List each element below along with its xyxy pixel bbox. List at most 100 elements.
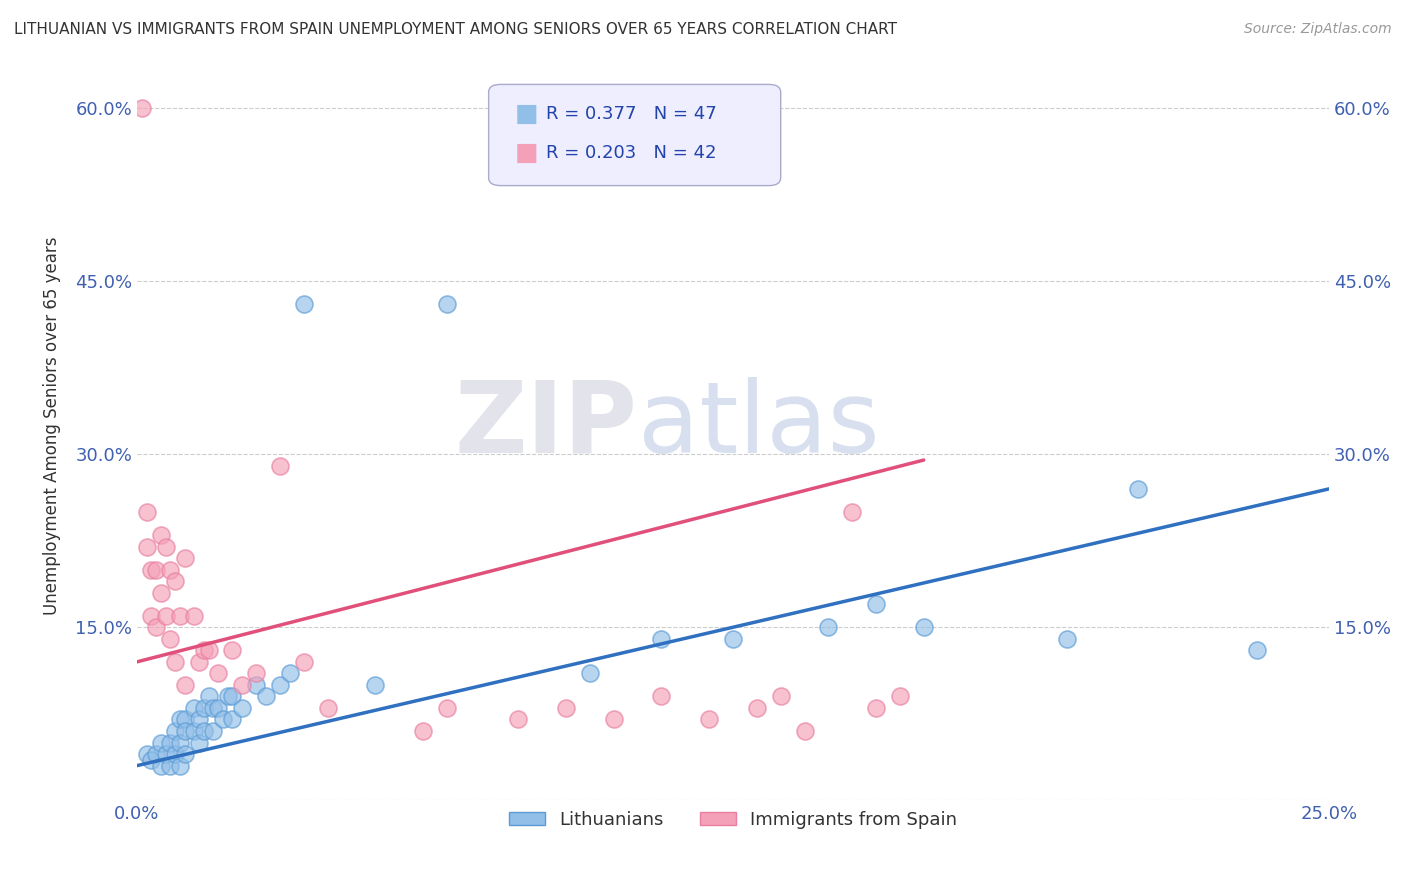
Point xyxy=(221,713,243,727)
Text: ■: ■ xyxy=(515,141,538,165)
Point xyxy=(793,724,815,739)
Point xyxy=(269,678,291,692)
Point xyxy=(165,724,187,739)
Text: LITHUANIAN VS IMMIGRANTS FROM SPAIN UNEMPLOYMENT AMONG SENIORS OVER 65 YEARS COR: LITHUANIAN VS IMMIGRANTS FROM SPAIN UNEM… xyxy=(14,22,897,37)
Point xyxy=(173,713,195,727)
Point xyxy=(197,643,219,657)
Point xyxy=(364,678,387,692)
Text: ■: ■ xyxy=(515,103,538,127)
Point xyxy=(173,551,195,566)
Point xyxy=(221,690,243,704)
Point xyxy=(245,678,267,692)
Point xyxy=(202,724,225,739)
Point xyxy=(841,505,863,519)
Legend: Lithuanians, Immigrants from Spain: Lithuanians, Immigrants from Spain xyxy=(502,804,965,836)
Point xyxy=(292,297,315,311)
FancyBboxPatch shape xyxy=(489,85,780,186)
Point xyxy=(165,655,187,669)
Text: atlas: atlas xyxy=(638,377,879,474)
Text: R = 0.377   N = 47: R = 0.377 N = 47 xyxy=(546,105,717,123)
Point xyxy=(155,608,177,623)
Point xyxy=(135,505,157,519)
Point xyxy=(316,701,339,715)
Point xyxy=(697,713,720,727)
Point xyxy=(721,632,744,646)
Point xyxy=(149,585,172,599)
Point xyxy=(555,701,578,715)
Point xyxy=(193,724,215,739)
Point xyxy=(1128,482,1150,496)
Point xyxy=(183,701,205,715)
Point xyxy=(769,690,792,704)
Point xyxy=(650,690,672,704)
Point xyxy=(169,608,191,623)
Point xyxy=(159,735,181,749)
Point xyxy=(159,758,181,772)
Point xyxy=(141,608,163,623)
Point xyxy=(169,735,191,749)
Point xyxy=(145,620,167,634)
Point xyxy=(141,753,163,767)
Point xyxy=(173,747,195,761)
Point xyxy=(149,758,172,772)
Point xyxy=(889,690,911,704)
Point xyxy=(149,528,172,542)
Point xyxy=(131,101,153,115)
Point xyxy=(1056,632,1078,646)
Point xyxy=(207,701,229,715)
Point xyxy=(292,655,315,669)
Point xyxy=(202,701,225,715)
Point xyxy=(169,713,191,727)
Point xyxy=(141,563,163,577)
Point xyxy=(165,574,187,588)
Text: R = 0.203   N = 42: R = 0.203 N = 42 xyxy=(546,145,717,162)
Point xyxy=(155,747,177,761)
Point xyxy=(188,735,211,749)
Point xyxy=(245,666,267,681)
Point xyxy=(650,632,672,646)
Point xyxy=(159,563,181,577)
Y-axis label: Unemployment Among Seniors over 65 years: Unemployment Among Seniors over 65 years xyxy=(44,236,60,615)
Point xyxy=(155,540,177,554)
Point xyxy=(745,701,768,715)
Point xyxy=(165,747,187,761)
Point xyxy=(149,735,172,749)
Point xyxy=(207,666,229,681)
Point xyxy=(231,701,253,715)
Point xyxy=(508,713,530,727)
Point xyxy=(278,666,301,681)
Point xyxy=(169,758,191,772)
Point xyxy=(221,643,243,657)
Point xyxy=(231,678,253,692)
Point xyxy=(135,747,157,761)
Point xyxy=(173,678,195,692)
Point xyxy=(436,297,458,311)
Point xyxy=(603,713,626,727)
Point xyxy=(817,620,839,634)
Point xyxy=(145,747,167,761)
Point xyxy=(912,620,935,634)
Point xyxy=(193,701,215,715)
Point xyxy=(217,690,239,704)
Point xyxy=(269,458,291,473)
Point xyxy=(188,713,211,727)
Point xyxy=(1246,643,1268,657)
Point xyxy=(865,701,887,715)
Point xyxy=(135,540,157,554)
Text: ZIP: ZIP xyxy=(454,377,638,474)
Point xyxy=(865,597,887,611)
Point xyxy=(183,608,205,623)
Point xyxy=(579,666,602,681)
Point xyxy=(173,724,195,739)
Point xyxy=(145,563,167,577)
Point xyxy=(412,724,434,739)
Point xyxy=(197,690,219,704)
Point xyxy=(254,690,277,704)
Point xyxy=(188,655,211,669)
Text: Source: ZipAtlas.com: Source: ZipAtlas.com xyxy=(1244,22,1392,37)
Point xyxy=(211,713,233,727)
Point xyxy=(436,701,458,715)
Point xyxy=(183,724,205,739)
Point xyxy=(193,643,215,657)
Point xyxy=(159,632,181,646)
